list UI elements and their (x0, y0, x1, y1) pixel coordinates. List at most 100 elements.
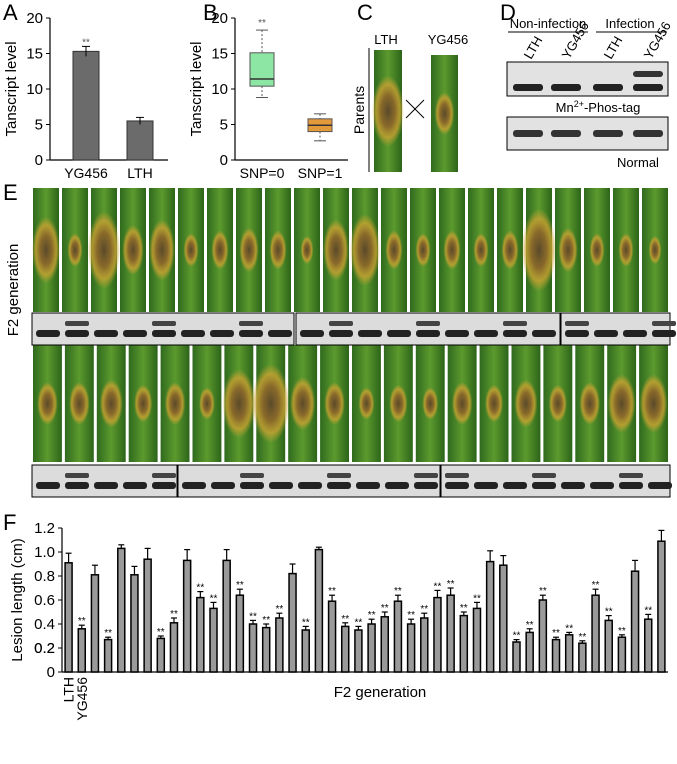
band (152, 330, 176, 337)
lesion (289, 376, 316, 431)
bar (314, 548, 324, 673)
band (152, 321, 176, 326)
lesion (501, 230, 519, 270)
x-tick-label: LTH (61, 677, 77, 702)
lesion (199, 387, 215, 420)
bar (340, 625, 350, 673)
panel-label: C (357, 0, 373, 25)
bar (657, 540, 666, 673)
bar (512, 641, 521, 673)
lesion (32, 216, 60, 284)
y-tick-label: 10 (211, 81, 228, 98)
bar (420, 617, 429, 673)
band (239, 321, 263, 326)
lesion (69, 382, 90, 425)
leaf-label: LTH (374, 32, 398, 47)
blot (440, 464, 671, 498)
lesion (389, 384, 408, 423)
lesion (473, 233, 489, 267)
band (503, 330, 527, 337)
lesion (300, 235, 314, 265)
significance: ** (236, 580, 244, 591)
y-tick-label: 20 (211, 10, 228, 27)
lesion (349, 213, 381, 287)
panel-label: E (3, 180, 18, 205)
bar (367, 623, 376, 673)
bar (117, 547, 126, 673)
lesion (434, 92, 455, 135)
lesion (37, 382, 58, 425)
lane-label: LTH (601, 34, 626, 62)
band (503, 482, 527, 489)
bar (564, 634, 574, 673)
lesion (324, 382, 345, 425)
band (385, 482, 409, 489)
band (65, 330, 89, 337)
bar (446, 594, 455, 673)
bar (327, 600, 337, 673)
significance: ** (78, 616, 86, 627)
side-label: F2 generation (5, 244, 22, 337)
lesion (589, 233, 605, 267)
band (623, 330, 647, 337)
y-tick-label: 0.2 (34, 640, 55, 657)
significance: ** (210, 593, 218, 604)
band (445, 473, 469, 478)
bar (64, 562, 73, 673)
y-axis-title: Tanscript level (188, 41, 205, 136)
y-tick-label: 1.0 (34, 544, 55, 561)
lesion (548, 384, 567, 423)
x-tick-label: SNP=1 (298, 165, 343, 181)
blot-label-part: 2+ (574, 99, 584, 109)
band (551, 130, 581, 137)
lesion (607, 374, 636, 433)
bar (103, 638, 113, 673)
significance: ** (460, 603, 468, 614)
band (565, 321, 589, 326)
significance: ** (368, 610, 376, 621)
band (240, 482, 264, 489)
band (593, 130, 623, 137)
bar (275, 617, 284, 673)
significance: ** (644, 605, 652, 616)
band (414, 482, 438, 489)
band (619, 482, 643, 489)
band (648, 482, 672, 489)
band (327, 473, 351, 478)
band (65, 482, 89, 489)
lesion (451, 382, 473, 425)
y-tick-label: 5 (35, 117, 43, 134)
bar (591, 594, 600, 673)
bar (261, 626, 271, 673)
lesion (134, 384, 153, 423)
band (633, 84, 663, 91)
band (445, 330, 469, 337)
x-axis-title: F2 generation (334, 684, 427, 701)
band (65, 321, 89, 326)
y-tick-label: 0.2 (34, 640, 55, 657)
bar (485, 560, 495, 673)
y-tick-label: 0.8 (34, 568, 55, 585)
lesion (211, 230, 229, 270)
lesion (514, 379, 538, 428)
band (327, 482, 351, 489)
bar (90, 574, 100, 673)
significance: ** (447, 579, 455, 590)
band (593, 84, 623, 91)
bar (433, 596, 442, 673)
panel-label: A (3, 0, 18, 25)
bar (406, 623, 416, 673)
band (652, 330, 676, 337)
y-axis-title: Tanscript level (3, 41, 20, 136)
lesion (87, 211, 121, 289)
y-tick-label: 1.2 (34, 520, 55, 537)
significance: ** (565, 623, 573, 634)
lesion (484, 384, 504, 423)
significance: ** (539, 586, 547, 597)
band (532, 330, 556, 337)
significance: ** (258, 18, 266, 29)
box (249, 52, 275, 87)
band (503, 321, 527, 326)
significance: ** (262, 615, 270, 626)
